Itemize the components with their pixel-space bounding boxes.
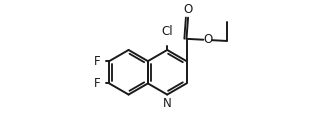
Text: N: N [163,97,172,110]
Text: F: F [94,77,100,90]
Text: F: F [94,55,100,68]
Text: Cl: Cl [161,25,173,38]
Text: O: O [184,3,193,16]
Text: O: O [203,33,212,47]
